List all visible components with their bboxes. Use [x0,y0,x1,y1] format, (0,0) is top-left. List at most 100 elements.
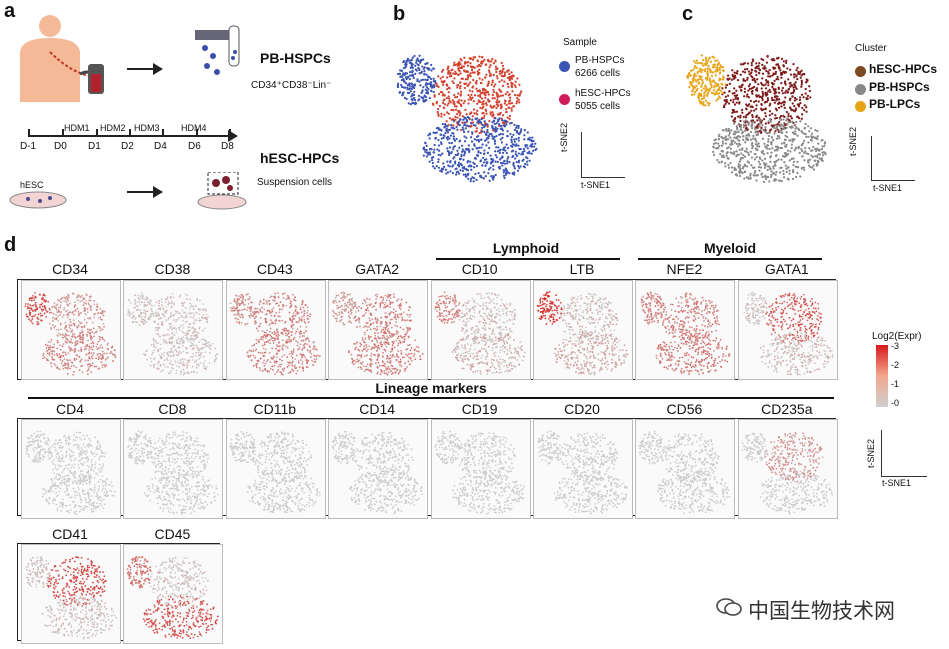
marker-tsne-tile [430,419,531,519]
marker-tsne-tile [328,419,429,519]
timeline-day-label: D8 [221,141,234,152]
marker-tsne-tile [123,419,224,519]
scale-tick-0: -0 [891,398,900,408]
legend-dot-hesc-cluster [855,66,866,77]
timeline-tick [196,129,198,136]
color-scale-bar [876,345,888,407]
timeline-tick [28,129,30,136]
patient-illustration [20,15,104,102]
group-lymphoid-line [436,258,620,260]
marker-tsne-tile [21,544,121,644]
timeline-tick [162,129,164,136]
hesc-dish-icon [9,191,67,209]
marker-tsne-tile [21,419,121,519]
timeline-day-label: D-1 [20,141,37,152]
axis-x-line [881,476,927,477]
marker-tsne-tile [533,280,633,380]
scale-title: Log2(Expr) [872,331,922,342]
group-myeloid-line [638,258,822,260]
legend-hesc-count: 5055 cells [575,101,621,112]
suspension-dish-icon [197,172,247,210]
marker-tsne-tile [737,280,838,380]
axis-y-line [871,136,872,180]
timeline-day-label: D0 [54,141,67,152]
watermark-text: 中国生物技术网 [748,600,895,623]
gene-label: CD41 [52,526,88,542]
scale-tick-3: -3 [891,341,900,351]
timeline-day-label: D6 [188,141,201,152]
legend-pb-cluster: PB-HSPCs [869,80,930,94]
culture-stage-label: HDM4 [181,123,207,133]
timeline-tick [129,129,131,136]
marker-tsne-tile [533,419,633,519]
group-lymphoid: Lymphoid [492,240,560,256]
marker-tsne-tile [328,280,429,380]
panel-c-label: c [682,3,694,25]
axis-x-label: t-SNE1 [581,180,611,190]
legend-lpc-cluster: PB-LPCs [869,97,921,111]
wechat-icon [716,598,742,616]
cluster-legend-title: Cluster [855,43,887,54]
marker-tsne-tile [21,280,121,380]
tsne-sample-plot [396,54,538,183]
axis-x-line [581,177,625,178]
gene-label: CD20 [564,401,600,417]
timeline-tick [96,129,98,136]
marker-tsne-tile [430,280,531,380]
scale-tick-1: -1 [891,379,900,389]
gene-label: CD11b [253,401,297,417]
sorted-cells-tube-icon [195,25,240,75]
legend-pb-name: PB-HSPCs [575,55,625,66]
marker-tsne-tile [225,419,326,519]
gene-label: CD235a [761,401,813,417]
arrow-icon [127,63,163,75]
marker-tsne-tile [635,280,736,380]
axis-y-label: t-SNE2 [559,122,569,152]
scale-tick-2: -2 [891,360,900,370]
gene-label: CD14 [359,401,396,417]
timeline-arrowhead [228,130,238,142]
gene-label: CD38 [154,261,191,277]
timeline-tick [229,129,231,136]
gene-label: NFE2 [666,261,703,277]
gene-label: GATA1 [764,261,809,277]
hesc-dish-label: hESC [20,180,44,190]
gene-label: CD8 [158,401,187,417]
panel-b-label: b [393,3,406,25]
legend-dot-lpc-cluster [855,101,866,112]
timeline-day-label: D1 [88,141,101,152]
arrow-icon [127,186,163,198]
marker-tsne-tile [635,419,736,519]
marker-tsne-tile [737,419,838,519]
axis-x-line [871,180,915,181]
axis-y-line [881,430,882,476]
lineage-markers-title: Lineage markers [375,380,487,396]
legend-hesc-cluster: hESC-HPCs [869,62,938,76]
culture-stage-label: HDM1 [64,123,90,133]
marker-tsne-tile [225,280,326,380]
pb-hspcs-title: PB-HSPCs [260,50,331,66]
axis-y-label: t-SNE2 [866,438,876,468]
culture-stage-label: HDM3 [134,123,160,133]
sample-legend-title: Sample [563,37,597,48]
hesc-hpcs-subtitle: Suspension cells [257,177,333,188]
gene-label: CD43 [256,261,293,277]
gene-label: CD4 [55,401,84,417]
gene-label: CD10 [461,261,498,277]
timeline-tick [62,129,64,136]
group-myeloid: Myeloid [703,240,757,256]
panel-d-label: d [4,234,17,256]
legend-dot-pb [559,61,570,72]
legend-pb-count: 6266 cells [575,68,621,79]
marker-tsne-tile [123,280,224,380]
timeline-day-label: D4 [154,141,167,152]
legend-dot-pb-cluster [855,84,866,95]
tsne-cluster-plot [686,54,827,183]
hesc-hpcs-title: hESC-HPCs [260,150,340,166]
culture-stage-label: HDM2 [100,123,126,133]
marker-tsne-tile [123,544,224,644]
pb-hspcs-marker: CD34⁺CD38⁻Lin⁻ [251,80,332,91]
axis-x-label: t-SNE1 [873,183,903,193]
gene-label: CD19 [461,401,498,417]
legend-hesc-name: hESC-HPCs [575,88,631,99]
